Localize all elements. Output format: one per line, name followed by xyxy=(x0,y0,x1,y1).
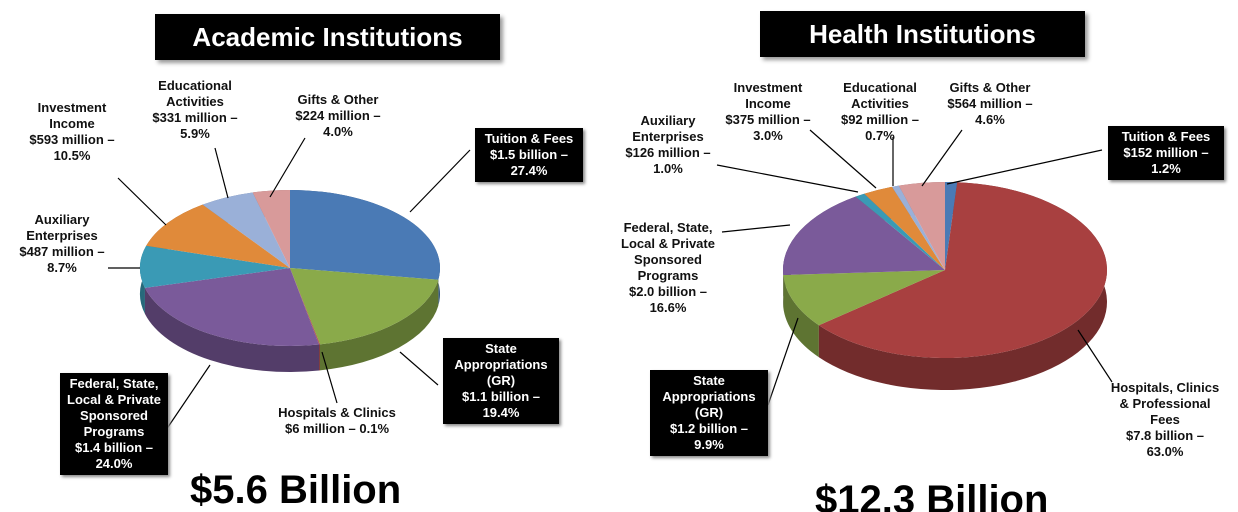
slice-label: Gifts & Other $224 million – 4.0% xyxy=(291,92,386,140)
category-label: Tuition & Fees xyxy=(1121,129,1211,144)
category-label: Hospitals, Clinics & Professional Fees xyxy=(1110,380,1220,427)
value-label: $331 million – 5.9% xyxy=(152,110,238,141)
value-label: $224 million – 4.0% xyxy=(295,108,381,139)
slice xyxy=(818,182,1107,358)
slice xyxy=(202,192,290,268)
leader-line xyxy=(809,129,877,189)
slice xyxy=(864,186,945,270)
slice-label: Investment Income $375 million – 3.0% xyxy=(721,80,816,144)
leader-line xyxy=(321,351,338,404)
leader-line xyxy=(946,149,1103,185)
category-label: State Appropriations (GR) xyxy=(454,341,548,388)
value-label: $1.2 billion – 9.9% xyxy=(669,421,749,452)
leader-line xyxy=(767,317,799,406)
slice-side xyxy=(818,182,1107,391)
leader-line xyxy=(409,149,471,213)
slice-label: Tuition & Fees $152 million – 1.2% xyxy=(1108,126,1224,180)
value-label: $6 million – 0.1% xyxy=(284,421,390,436)
slice xyxy=(945,182,958,270)
category-label: Federal, State, Local & Private Sponsore… xyxy=(67,376,161,439)
slice xyxy=(892,185,945,270)
leader-line xyxy=(269,137,306,198)
slice xyxy=(290,190,440,280)
value-label: $92 million – 0.7% xyxy=(840,112,920,143)
value-label: $487 million – 8.7% xyxy=(19,244,105,275)
slice-label: Educational Activities $92 million – 0.7% xyxy=(833,80,928,144)
slice-label: State Appropriations (GR) $1.2 billion – … xyxy=(650,370,768,456)
slice-side xyxy=(144,287,320,372)
slice xyxy=(144,268,320,346)
slice xyxy=(139,245,290,288)
slice xyxy=(290,268,320,345)
category-label: Gifts & Other xyxy=(949,80,1031,95)
category-label: Educational Activities xyxy=(158,78,232,109)
leader-line xyxy=(1077,329,1113,383)
slice-label: State Appropriations (GR) $1.1 billion – … xyxy=(443,338,559,424)
value-label: $1.1 billion – 19.4% xyxy=(461,389,541,420)
total-annotation: $5.6 Billion xyxy=(190,468,402,512)
leader-line xyxy=(399,351,439,386)
value-label: $375 million – 3.0% xyxy=(725,112,811,143)
slice-label: Hospitals, Clinics & Professional Fees $7… xyxy=(1110,380,1220,460)
slice xyxy=(855,193,945,270)
category-label: Federal, State, Local & Private Sponsore… xyxy=(621,220,715,283)
category-label: State Appropriations (GR) xyxy=(662,373,756,420)
chart-title: Health Institutions xyxy=(760,11,1085,57)
value-label: $152 million – 1.2% xyxy=(1123,145,1209,176)
category-label: Auxiliary Enterprises xyxy=(632,113,704,144)
chart-title: Academic Institutions xyxy=(155,14,500,60)
category-label: Educational Activities xyxy=(843,80,917,111)
slice-side xyxy=(319,279,439,371)
category-label: Hospitals & Clinics xyxy=(278,405,396,420)
leader-line xyxy=(165,364,211,431)
category-label: Investment Income xyxy=(733,80,803,111)
slice xyxy=(146,204,290,268)
value-label: $126 million – 1.0% xyxy=(625,145,711,176)
category-label: Investment Income xyxy=(37,100,107,131)
value-label: $1.5 billion – 27.4% xyxy=(489,147,569,178)
slice xyxy=(898,182,945,270)
category-label: Tuition & Fees xyxy=(484,131,574,146)
total-annotation: $12.3 Billion xyxy=(815,478,1049,512)
slice-label: Gifts & Other $564 million – 4.6% xyxy=(943,80,1038,128)
slice-label: Investment Income $593 million – 10.5% xyxy=(25,100,120,164)
slice-side xyxy=(783,274,819,358)
slice-label: Auxiliary Enterprises $126 million – 1.0% xyxy=(618,113,718,177)
leader-line xyxy=(117,177,167,226)
leader-line xyxy=(921,129,963,187)
value-label: $1.4 billion – 24.0% xyxy=(74,440,154,471)
category-label: Gifts & Other xyxy=(297,92,379,107)
slice-side xyxy=(319,344,320,371)
slice xyxy=(252,190,290,268)
leader-line xyxy=(721,224,791,233)
slice xyxy=(783,270,945,326)
slice-label: Federal, State, Local & Private Sponsore… xyxy=(613,220,723,316)
slice-label: Federal, State, Local & Private Sponsore… xyxy=(60,373,168,475)
slice-label: Tuition & Fees $1.5 billion – 27.4% xyxy=(475,128,583,182)
slice xyxy=(783,196,945,275)
value-label: $7.8 billion – 63.0% xyxy=(1125,428,1205,459)
value-label: $593 million – 10.5% xyxy=(29,132,115,163)
slice-label: Educational Activities $331 million – 5.9… xyxy=(148,78,243,142)
value-label: $2.0 billion – 16.6% xyxy=(628,284,708,315)
slice-label: Auxiliary Enterprises $487 million – 8.7% xyxy=(15,212,110,276)
value-label: $564 million – 4.6% xyxy=(947,96,1033,127)
category-label: Auxiliary Enterprises xyxy=(26,212,98,243)
leader-line xyxy=(214,147,229,199)
slice-label: Hospitals & Clinics $6 million – 0.1% xyxy=(267,405,407,437)
leader-line xyxy=(716,164,859,193)
slice xyxy=(290,268,439,345)
